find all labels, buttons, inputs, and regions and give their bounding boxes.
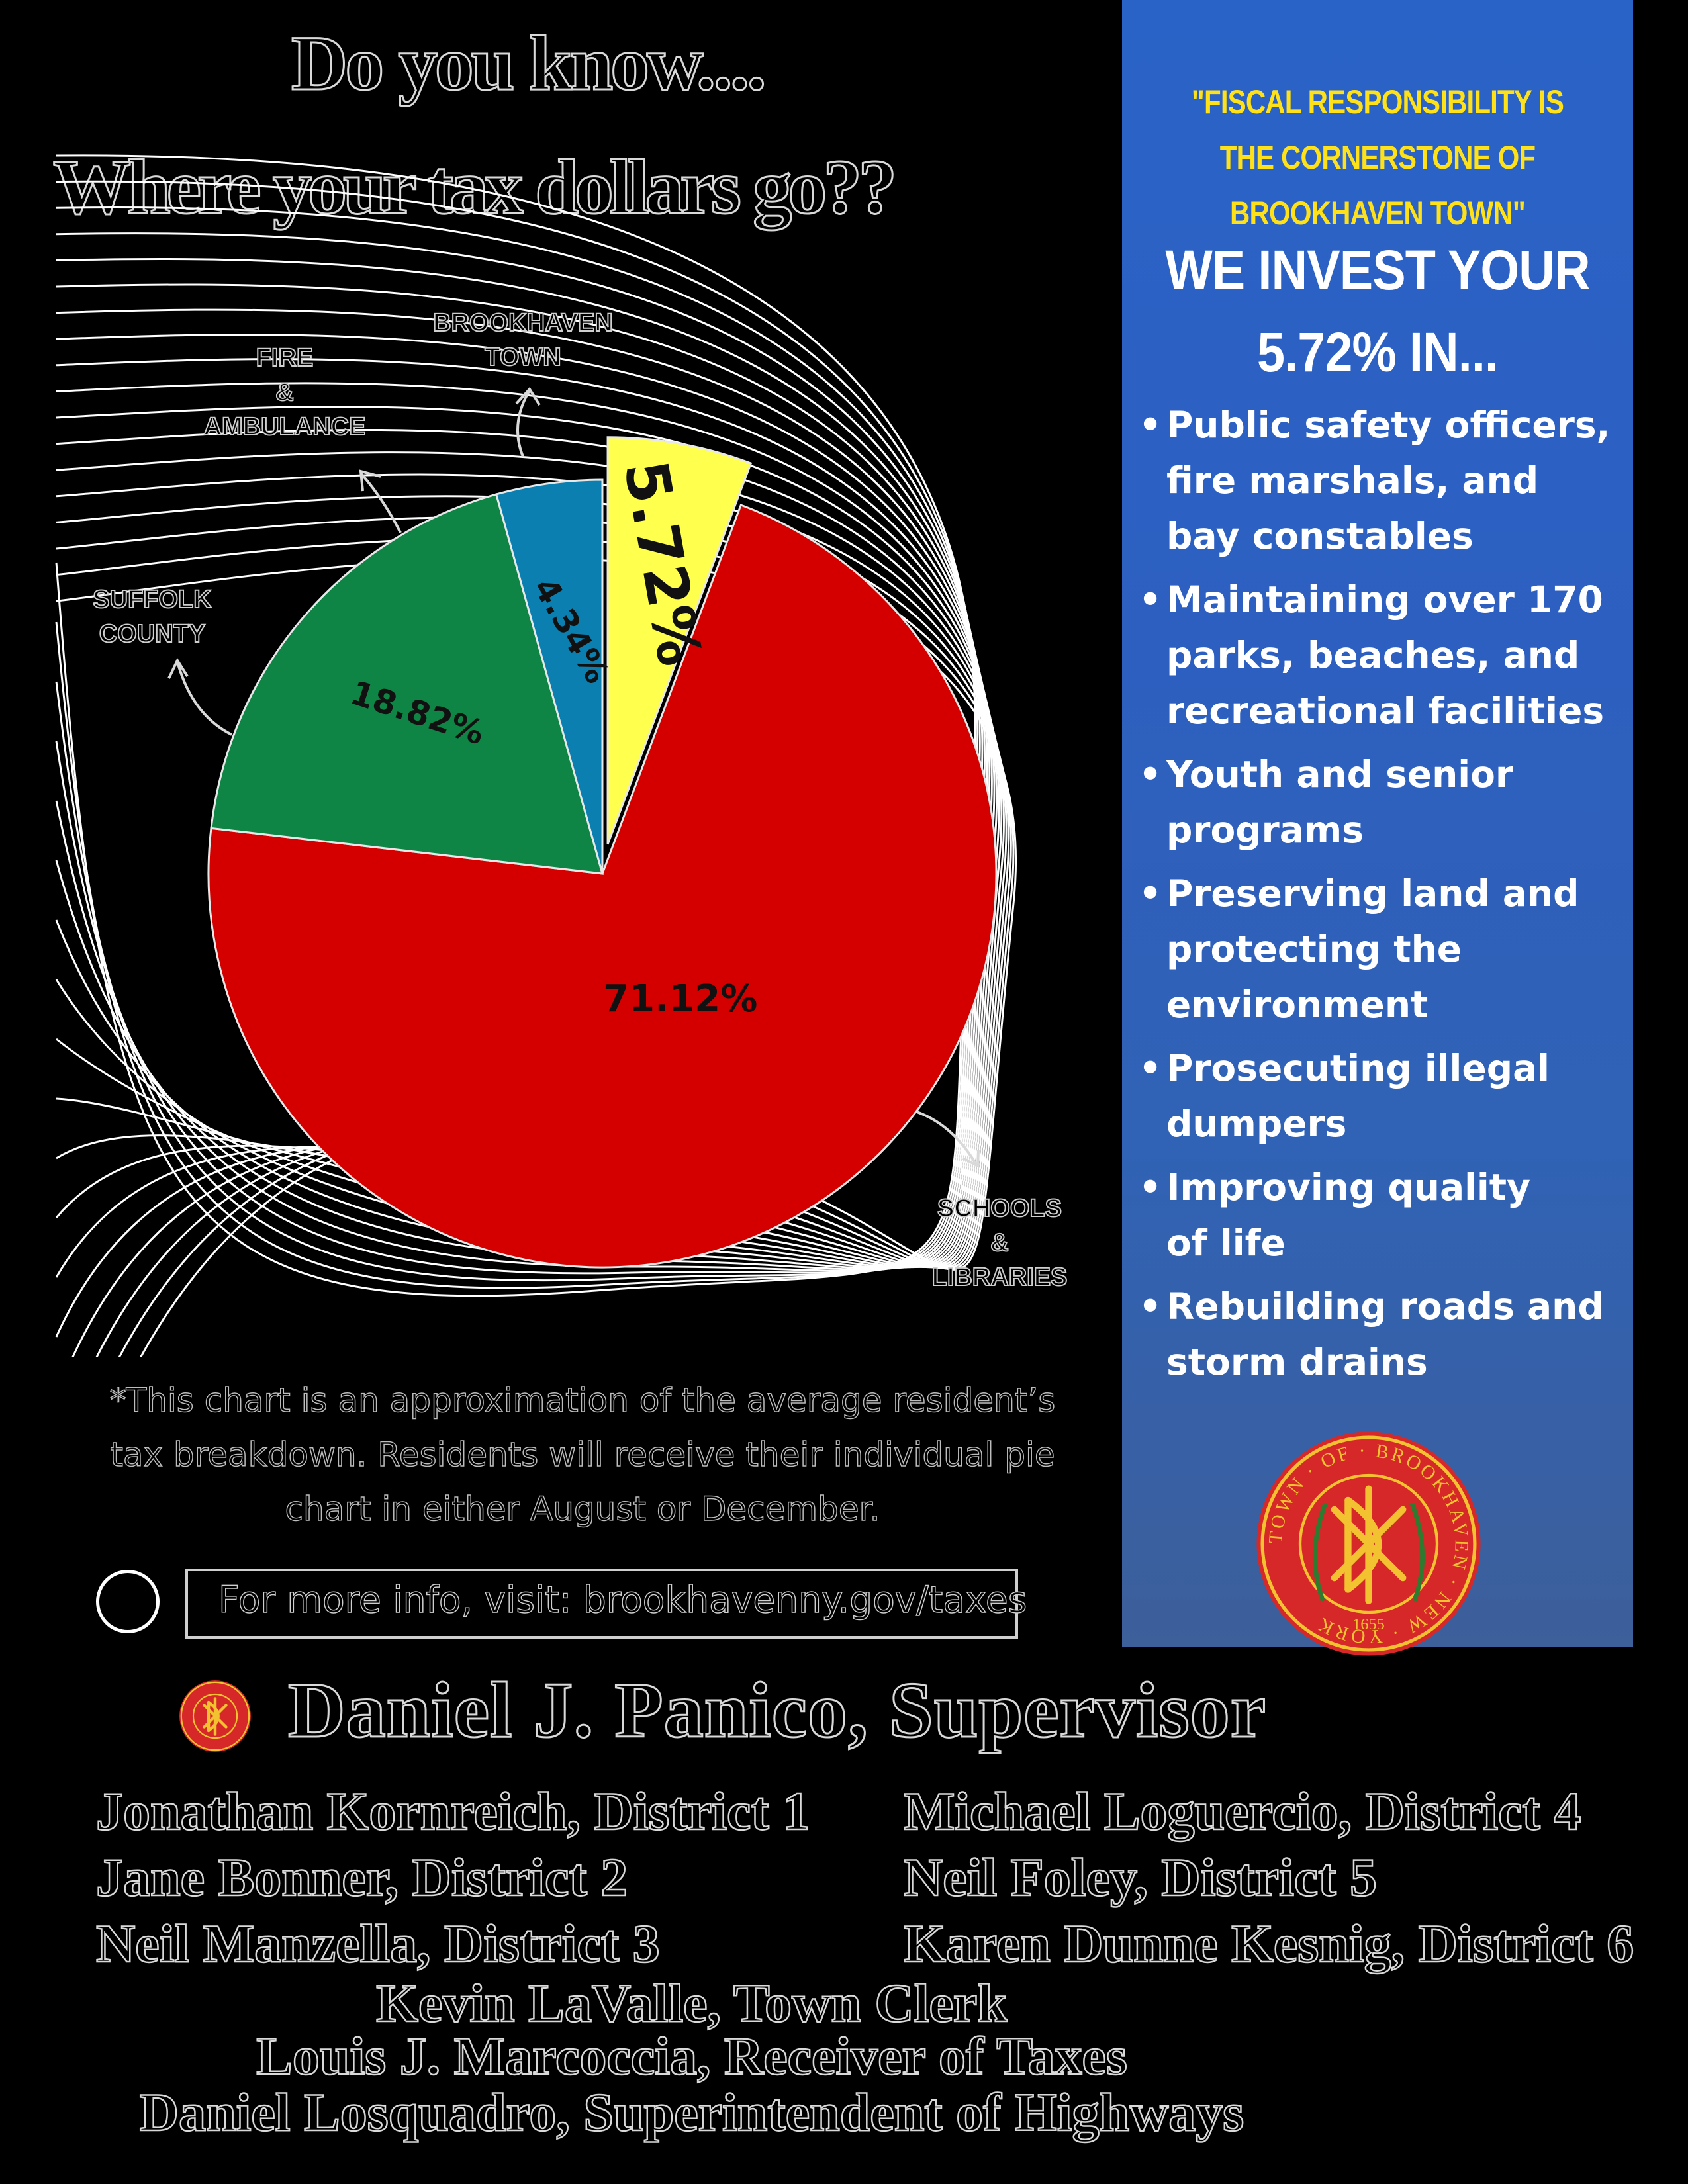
swirl-line (55, 308, 991, 1270)
list-item: Maintaining over 170 parks, beaches, and… (1139, 572, 1628, 739)
superintendent-of-highways: Daniel Losquadro, Superintendent of High… (139, 2081, 1245, 2144)
swirl-line (55, 283, 988, 1271)
pie-slice (606, 436, 753, 845)
info-link-box[interactable] (185, 1569, 1018, 1639)
town-clerk: Kevin LaValle, Town Clerk (375, 1972, 1008, 2034)
swirl-line (55, 257, 986, 1272)
council-member: Michael Loguercio, District 4 (903, 1780, 1582, 1843)
category-label-fire-ambulance: FIRE & AMBULANCE (203, 343, 367, 441)
pie-slice (207, 504, 998, 1269)
town-seal-logo: TOWN · OF · BROOKHAVEN · NEW · YORK 1655 (1256, 1432, 1481, 1656)
council-member: Jonathan Kornreich, District 1 (95, 1780, 811, 1843)
council-member: Neil Foley, District 5 (903, 1846, 1378, 1909)
investment-list: Public safety officers, fire marshals, a… (1139, 397, 1628, 1398)
arrow-icon (916, 1111, 980, 1169)
chart-footnote: *This chart is an approximation of the a… (109, 1381, 1056, 1529)
list-item: Improving quality of life (1139, 1160, 1628, 1271)
info-circle-icon (96, 1570, 160, 1633)
category-label-suffolk-county: SUFFOLK COUNTY (92, 585, 212, 649)
swirl-line (55, 232, 984, 1275)
list-item: Rebuilding roads and storm drains (1139, 1279, 1628, 1390)
pie-slices (207, 436, 998, 1269)
swirl-line (55, 334, 993, 1269)
headline-line-1: Do you know.... (291, 19, 768, 108)
list-item: Youth and senior programs (1139, 747, 1628, 858)
swirl-line (55, 154, 976, 1297)
invest-heading: WE INVEST YOUR 5.72% IN... (1148, 229, 1608, 393)
category-label-schools-libraries: SCHOOLS & LIBRARIES (931, 1194, 1068, 1292)
info-link-text[interactable]: For more info, visit: brookhavenny.gov/t… (218, 1578, 1027, 1621)
invest-heading-line-1: WE INVEST YOUR (1165, 239, 1590, 301)
swirl-line (55, 180, 979, 1289)
council-member: Jane Bonner, District 2 (95, 1846, 629, 1909)
town-seal-small-logo (179, 1680, 251, 1752)
council-member: Karen Dunne Kesnig, District 6 (903, 1913, 1635, 1975)
investment-panel: "FISCAL RESPONSIBILITY IS THE CORNERSTON… (1122, 0, 1633, 1647)
seal-year: 1655 (1352, 1615, 1384, 1633)
label-arrows (167, 387, 980, 1169)
list-item: Public safety officers, fire marshals, a… (1139, 397, 1628, 564)
swirl-line (55, 206, 981, 1282)
list-item: Preserving land and protecting the envir… (1139, 866, 1628, 1032)
pie-slice (210, 493, 604, 875)
arrow-icon (359, 469, 402, 533)
arrow-icon (167, 657, 232, 736)
category-label-brookhaven-town: BROOKHAVEN TOWN (432, 308, 614, 372)
pie-chart: 5.72%71.12%18.82%4.34% (55, 154, 1017, 1576)
list-item: Prosecuting illegal dumpers (1139, 1040, 1628, 1152)
receiver-of-taxes: Louis J. Marcoccia, Receiver of Taxes (256, 2025, 1128, 2087)
pie-value-label: 71.12% (603, 978, 757, 1021)
invest-heading-line-2: 5.72% IN... (1256, 321, 1499, 383)
pie-chart-area: 5.72% 71.12% 18.82% 4.34% BROOKHAVEN TOWN S… (0, 0, 1125, 1576)
pie-slice (494, 478, 604, 874)
arrow-icon (515, 387, 541, 457)
fiscal-quote: "FISCAL RESPONSIBILITY IS THE CORNERSTON… (1191, 83, 1564, 232)
council-member: Neil Manzella, District 3 (95, 1913, 661, 1975)
supervisor-name: Daniel J. Panico, Supervisor (287, 1665, 1267, 1755)
